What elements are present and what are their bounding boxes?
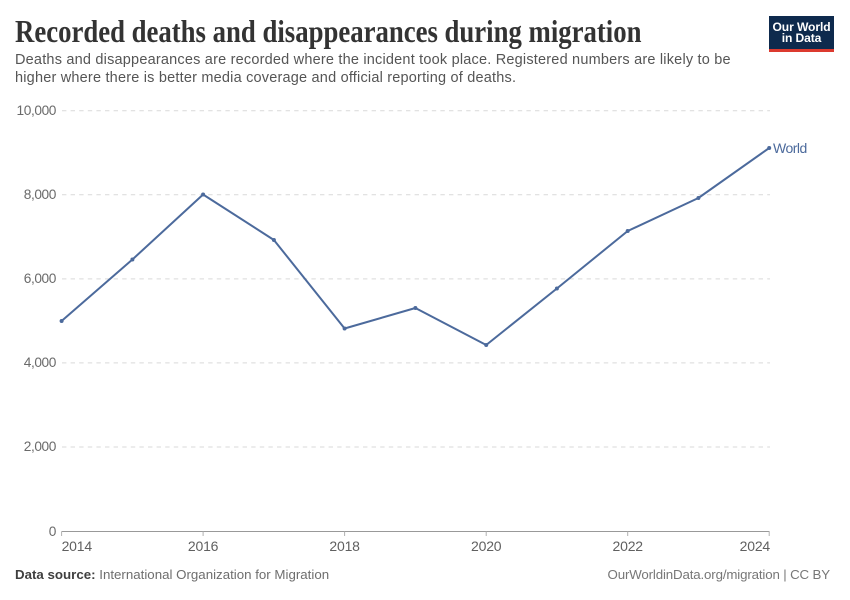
svg-text:World: World [773, 140, 807, 156]
svg-text:4,000: 4,000 [24, 355, 57, 370]
svg-text:8,000: 8,000 [24, 187, 57, 202]
svg-text:0: 0 [49, 524, 57, 539]
svg-text:10,000: 10,000 [17, 103, 57, 118]
svg-text:2014: 2014 [62, 538, 93, 554]
svg-text:2024: 2024 [740, 538, 771, 554]
svg-text:2018: 2018 [329, 538, 360, 554]
svg-text:2022: 2022 [613, 538, 644, 554]
svg-text:2,000: 2,000 [24, 439, 57, 454]
svg-text:6,000: 6,000 [24, 271, 57, 286]
svg-text:2016: 2016 [188, 538, 219, 554]
svg-text:2020: 2020 [471, 538, 502, 554]
